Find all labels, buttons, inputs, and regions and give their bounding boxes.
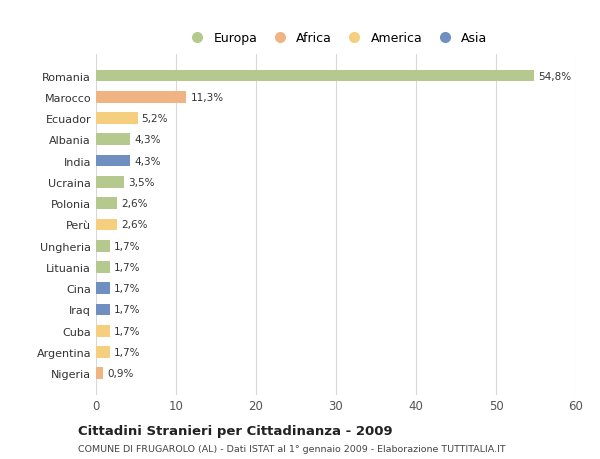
Bar bbox=[96, 177, 124, 188]
Bar bbox=[96, 304, 110, 316]
Text: 2,6%: 2,6% bbox=[121, 220, 148, 230]
Bar bbox=[96, 325, 110, 337]
Bar bbox=[96, 241, 110, 252]
Text: 1,7%: 1,7% bbox=[113, 284, 140, 294]
Text: 1,7%: 1,7% bbox=[113, 347, 140, 357]
Bar bbox=[96, 92, 187, 103]
Bar bbox=[96, 262, 110, 273]
Text: 5,2%: 5,2% bbox=[142, 114, 168, 124]
Text: 1,7%: 1,7% bbox=[113, 241, 140, 251]
Text: 4,3%: 4,3% bbox=[134, 156, 161, 166]
Bar bbox=[96, 134, 130, 146]
Bar bbox=[96, 113, 137, 125]
Text: 11,3%: 11,3% bbox=[190, 93, 224, 102]
Bar bbox=[96, 283, 110, 294]
Bar bbox=[96, 71, 535, 82]
Text: 4,3%: 4,3% bbox=[134, 135, 161, 145]
Text: COMUNE DI FRUGAROLO (AL) - Dati ISTAT al 1° gennaio 2009 - Elaborazione TUTTITAL: COMUNE DI FRUGAROLO (AL) - Dati ISTAT al… bbox=[78, 444, 506, 453]
Text: 0,9%: 0,9% bbox=[107, 369, 134, 379]
Bar bbox=[96, 368, 103, 379]
Text: 1,7%: 1,7% bbox=[113, 305, 140, 315]
Text: 54,8%: 54,8% bbox=[538, 71, 572, 81]
Bar bbox=[96, 347, 110, 358]
Bar bbox=[96, 156, 130, 167]
Text: 2,6%: 2,6% bbox=[121, 199, 148, 209]
Legend: Europa, Africa, America, Asia: Europa, Africa, America, Asia bbox=[179, 28, 493, 50]
Bar bbox=[96, 219, 117, 231]
Text: Cittadini Stranieri per Cittadinanza - 2009: Cittadini Stranieri per Cittadinanza - 2… bbox=[78, 424, 392, 437]
Bar bbox=[96, 198, 117, 209]
Text: 1,7%: 1,7% bbox=[113, 263, 140, 272]
Text: 1,7%: 1,7% bbox=[113, 326, 140, 336]
Text: 3,5%: 3,5% bbox=[128, 178, 155, 187]
